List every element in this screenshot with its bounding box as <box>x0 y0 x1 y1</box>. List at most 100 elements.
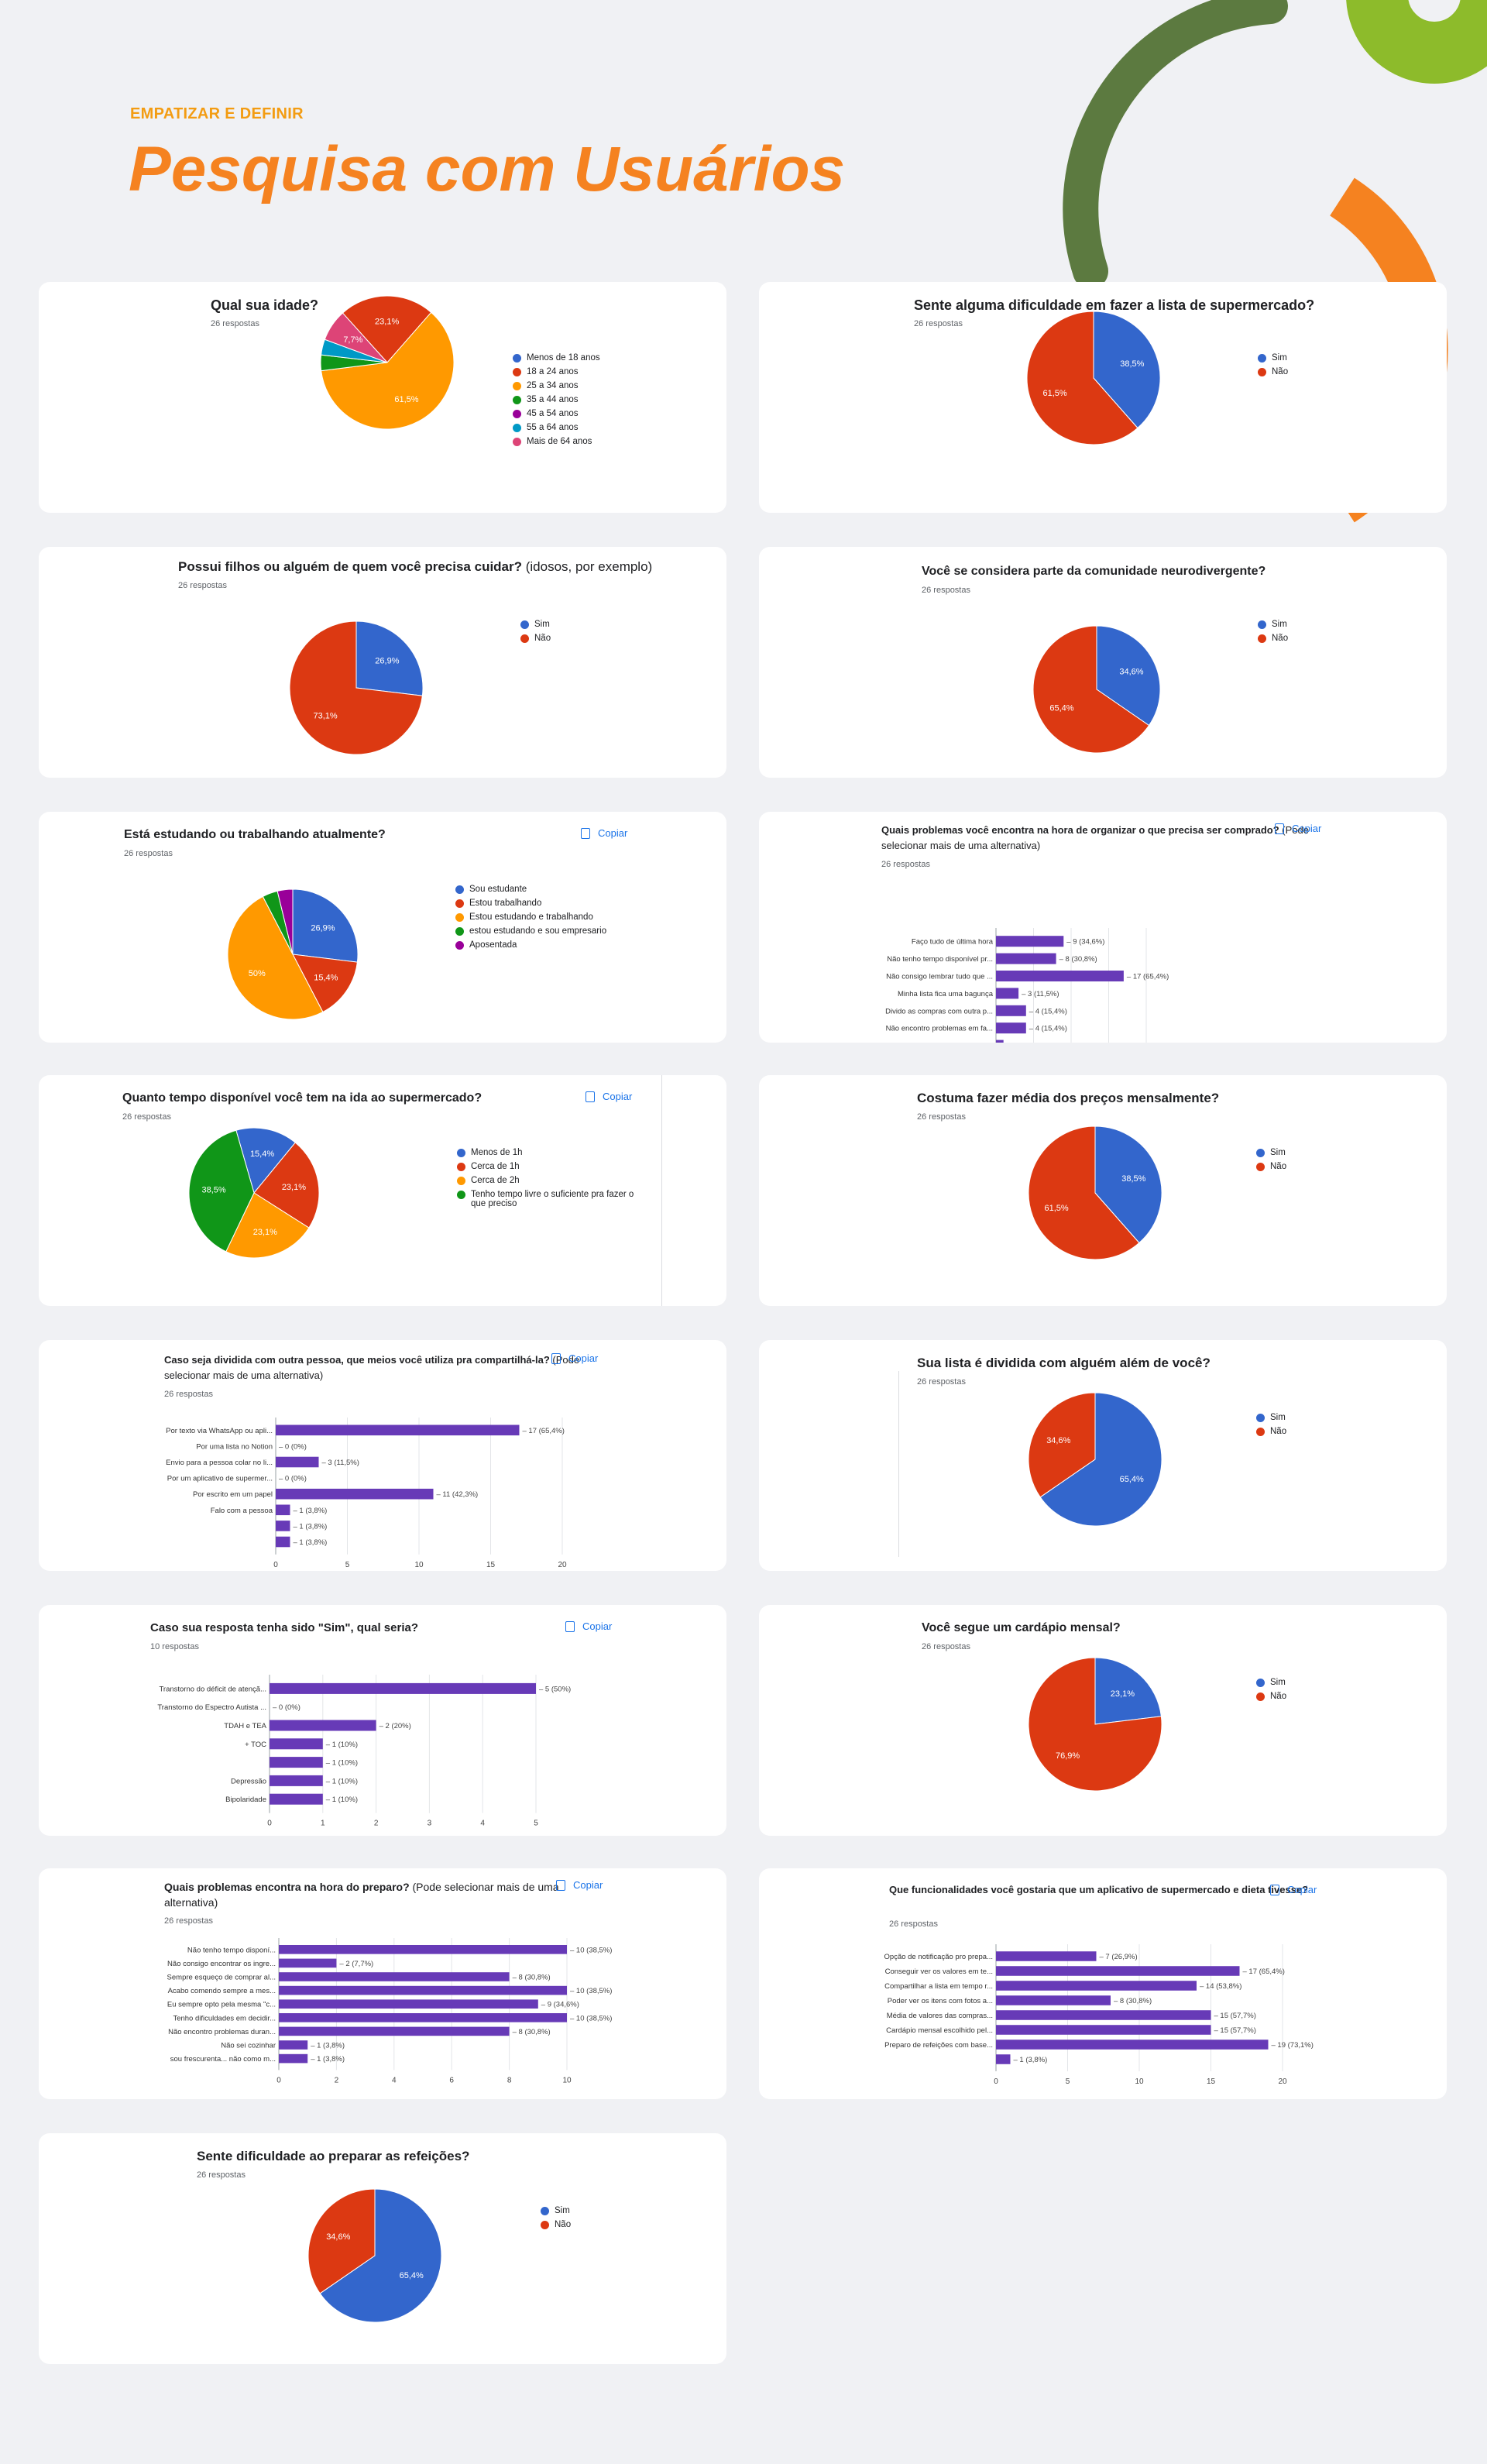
bar[interactable] <box>270 1720 376 1731</box>
bar[interactable] <box>276 1456 319 1468</box>
bar[interactable] <box>279 2053 308 2064</box>
bar[interactable] <box>279 2026 510 2036</box>
legend-swatch <box>455 927 464 936</box>
question-title: Quais problemas você encontra na hora de… <box>881 823 1315 854</box>
question-title: Qual sua idade? <box>211 297 318 313</box>
legend-item: Não <box>520 634 551 648</box>
category-label: Não tenho tempo disponí... <box>187 1946 276 1954</box>
response-count: 26 respostas <box>914 319 963 328</box>
pie-slice[interactable] <box>1028 1392 1096 1498</box>
copy-button[interactable]: Copiar <box>556 1876 603 1891</box>
pie-slice[interactable] <box>1094 1125 1162 1244</box>
value-label: – 17 (65,4%) <box>1243 1967 1285 1976</box>
bar[interactable] <box>996 953 1056 964</box>
pie-slice[interactable] <box>292 954 358 1013</box>
pie-slice[interactable] <box>276 888 294 955</box>
bar[interactable] <box>996 1995 1111 2005</box>
bar[interactable] <box>276 1424 520 1436</box>
pie-slice[interactable] <box>1039 1392 1162 1527</box>
bar[interactable] <box>279 1985 567 1995</box>
legend-swatch <box>513 396 521 404</box>
pie-slice[interactable] <box>235 1127 297 1194</box>
page-title: Pesquisa com Usuários <box>129 134 846 204</box>
bar[interactable] <box>996 2040 1269 2050</box>
copy-button[interactable]: Copiar <box>586 1088 632 1102</box>
bar[interactable] <box>996 971 1124 981</box>
pie-slice[interactable] <box>225 1192 310 1259</box>
bar[interactable] <box>270 1775 323 1786</box>
pie-slice[interactable] <box>1093 311 1161 429</box>
copy-button[interactable]: Copiar <box>551 1349 598 1364</box>
legend-swatch <box>455 941 464 950</box>
bar[interactable] <box>270 1793 323 1805</box>
card-tempo-disponivel: Quanto tempo disponível você tem na ida … <box>39 1075 726 1306</box>
pie-slice[interactable] <box>342 295 432 363</box>
pie-slice[interactable] <box>319 2188 442 2323</box>
value-label: – 10 (38,5%) <box>570 1946 612 1954</box>
question-title: Você segue um cardápio mensal? <box>922 1620 1121 1636</box>
bar[interactable] <box>996 1951 1097 1961</box>
pie-slice[interactable] <box>321 311 455 430</box>
bar[interactable] <box>276 1504 290 1516</box>
legend-swatch <box>457 1177 465 1185</box>
question-title: Caso sua resposta tenha sido "Sim", qual… <box>150 1620 418 1636</box>
pie-slice[interactable] <box>253 1142 320 1229</box>
question-title-text: Quanto tempo disponível você tem na ida … <box>122 1091 483 1105</box>
question-title-text: Caso seja dividida com outra pessoa, que… <box>164 1354 550 1366</box>
category-label: Poder ver os itens com fotos a... <box>888 1997 993 2005</box>
slice-label: 15,4% <box>250 1150 274 1159</box>
bar[interactable] <box>279 2040 308 2050</box>
bar[interactable] <box>279 2012 567 2022</box>
copy-button[interactable]: Copiar <box>565 1617 612 1632</box>
bar[interactable] <box>996 1040 1004 1043</box>
pie-slice[interactable] <box>1028 1125 1140 1260</box>
pie-slice[interactable] <box>1094 1657 1162 1725</box>
copy-button[interactable]: Copiar <box>1270 1881 1317 1895</box>
bar[interactable] <box>996 936 1064 947</box>
bar[interactable] <box>276 1536 290 1548</box>
bar[interactable] <box>996 1022 1026 1034</box>
chart-legend: Sim Não <box>1256 1413 1286 1441</box>
slice-label: 23,1% <box>282 1183 306 1192</box>
pie-slice[interactable] <box>289 620 423 755</box>
copy-button[interactable]: Copiar <box>1275 820 1321 834</box>
question-title: Sente alguma dificuldade em fazer a list… <box>914 297 1314 313</box>
bar[interactable] <box>279 1972 510 1981</box>
legend-swatch <box>541 2221 549 2229</box>
bar[interactable] <box>279 1958 337 1968</box>
pie-slice[interactable] <box>188 1129 255 1253</box>
bar[interactable] <box>279 1944 567 1954</box>
bar[interactable] <box>996 1005 1026 1016</box>
bar[interactable] <box>996 1966 1240 1976</box>
pie-slice[interactable] <box>227 895 324 1020</box>
question-title-text: Sua lista é dividida com alguém além de … <box>917 1356 1211 1370</box>
bar[interactable] <box>270 1738 323 1750</box>
bar[interactable] <box>996 1981 1197 1991</box>
pie-slice[interactable] <box>1096 625 1161 727</box>
chart-problemas-organizar: 05101520Faço tudo de última hora– 9 (34,… <box>885 928 1169 1043</box>
bar[interactable] <box>996 988 1019 999</box>
pie-slice[interactable] <box>355 620 424 696</box>
card-cardapio: Você segue um cardápio mensal? 26 respost… <box>759 1605 1447 1836</box>
chart-dificuldade-preparar: 65,4% 34,6% <box>307 2188 442 2323</box>
bar[interactable] <box>276 1521 290 1531</box>
bar[interactable] <box>270 1682 536 1694</box>
pie-slice[interactable] <box>1028 1657 1162 1792</box>
bar[interactable] <box>996 2025 1211 2035</box>
legend-item: Sim <box>520 620 551 634</box>
pie-slice[interactable] <box>292 888 359 963</box>
bar[interactable] <box>996 2054 1011 2064</box>
pie-slice[interactable] <box>324 312 388 363</box>
category-label: Opção de notificação pro prepa... <box>884 1953 993 1961</box>
pie-slice[interactable] <box>1032 625 1150 754</box>
legend-label: Sim <box>555 2206 570 2215</box>
pie-slice[interactable] <box>1026 311 1138 445</box>
value-label: – 1 (3,8%) <box>294 1538 328 1547</box>
bar[interactable] <box>996 2010 1211 2020</box>
pie-slice[interactable] <box>307 2188 376 2294</box>
bar[interactable] <box>270 1757 323 1768</box>
value-label: – 10 (38,5%) <box>570 2014 612 2022</box>
category-label: Transtorno do Espectro Autista ... <box>157 1703 266 1712</box>
bar[interactable] <box>279 1999 538 2009</box>
bar[interactable] <box>276 1488 434 1500</box>
